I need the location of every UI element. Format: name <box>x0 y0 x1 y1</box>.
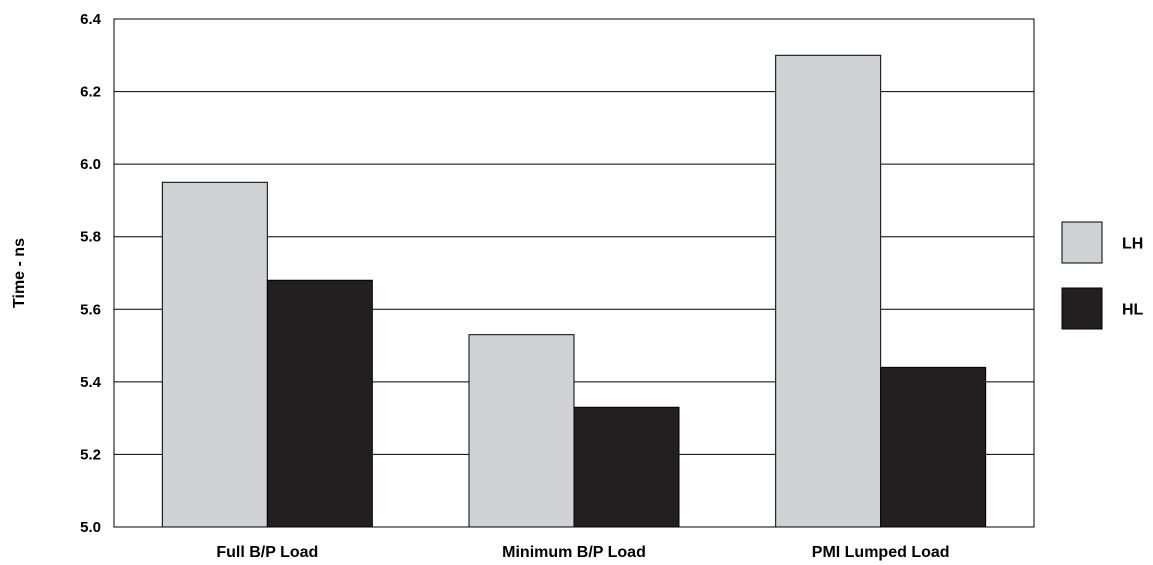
bars <box>161 54 987 528</box>
bar-lh-2 <box>775 54 882 528</box>
bar-hl-0 <box>266 279 373 528</box>
category-labels: Full B/P Load Minimum B/P Load PMI Lumped … <box>216 544 949 561</box>
legend-swatch-lh <box>1061 221 1103 264</box>
y-tick-label: 5.2 <box>80 446 101 463</box>
category-label: Minimum B/P Load <box>502 544 646 561</box>
bar-lh-0 <box>161 181 268 528</box>
legend-label-lh: LH <box>1122 236 1143 253</box>
y-tick-label: 6.4 <box>80 11 102 28</box>
legend-swatch-hl <box>1061 287 1103 330</box>
y-tick-label: 5.4 <box>80 374 102 391</box>
plot-frame <box>113 18 1035 528</box>
y-tick-label: 5.8 <box>80 229 101 246</box>
y-tick-label: 6.0 <box>80 156 101 173</box>
bar-hl-2 <box>880 366 987 528</box>
y-tick-label: 5.0 <box>80 519 101 536</box>
y-tick-labels: 5.0 5.2 5.4 5.6 5.8 6.0 6.2 6.4 <box>80 11 102 536</box>
y-axis-title: Time - ns <box>11 238 28 308</box>
bar-lh-1 <box>468 334 575 528</box>
category-label: PMI Lumped Load <box>812 544 950 561</box>
y-tick-label: 6.2 <box>80 84 101 101</box>
legend-label-hl: HL <box>1122 302 1144 319</box>
legend: LH HL <box>1061 221 1144 330</box>
category-label: Full B/P Load <box>216 544 318 561</box>
y-tick-label: 5.6 <box>80 301 101 318</box>
bar-hl-1 <box>573 406 680 528</box>
